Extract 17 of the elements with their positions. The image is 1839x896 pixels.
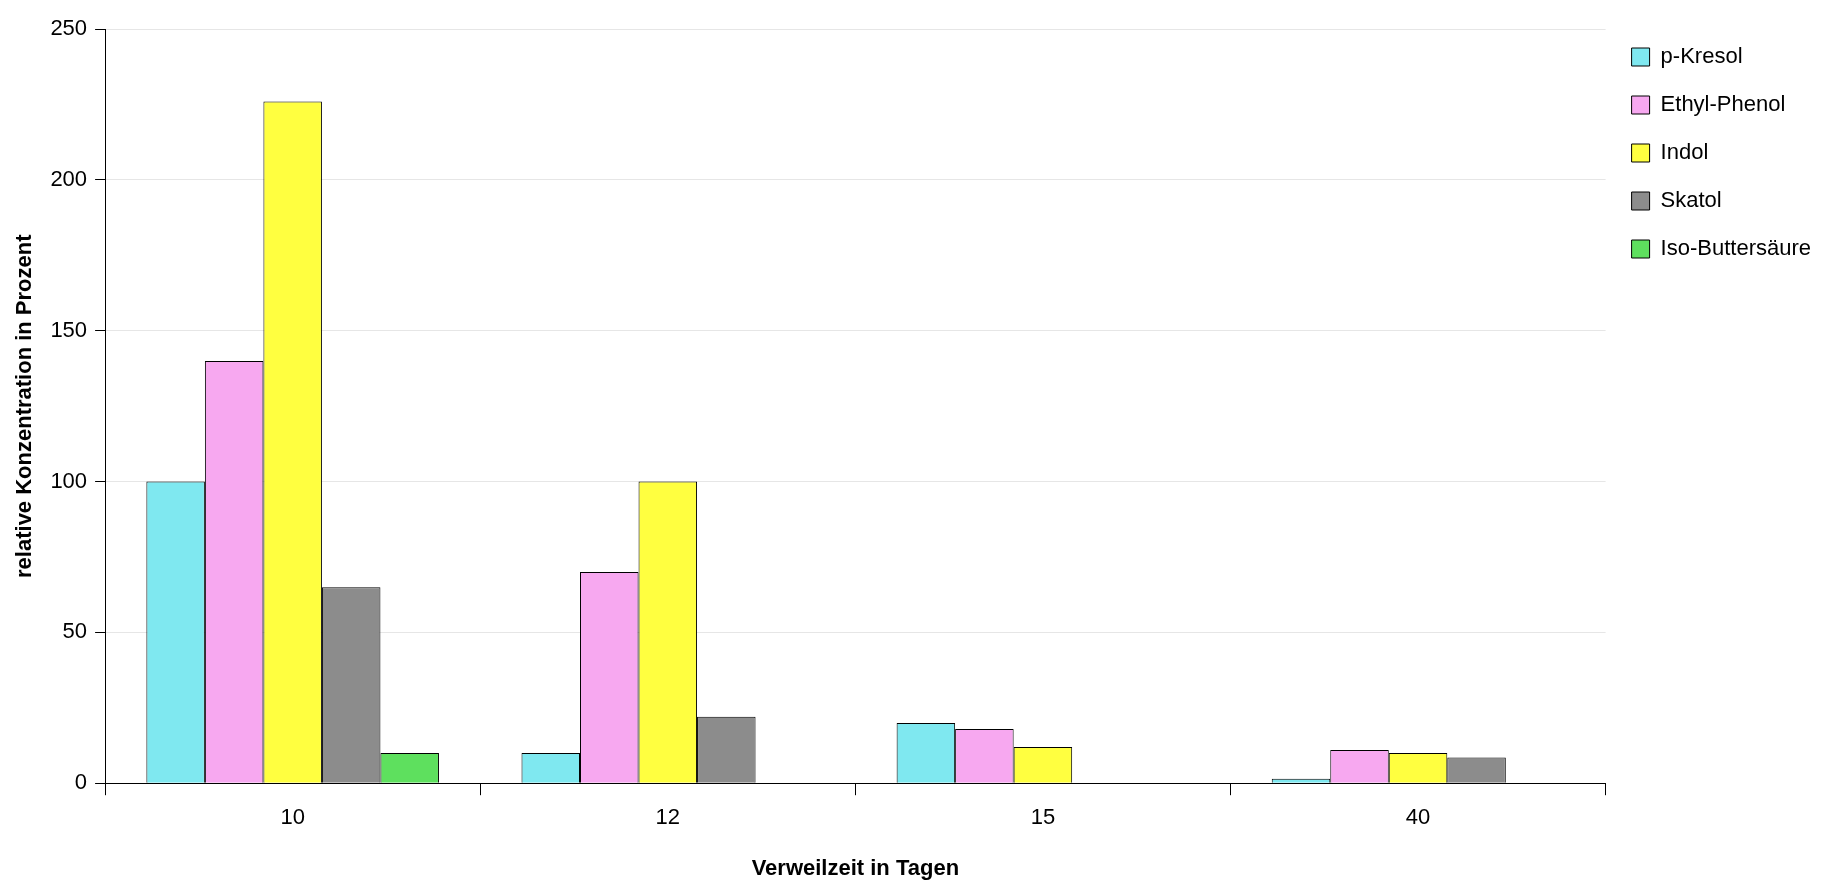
legend-label: Ethyl-Phenol (1660, 91, 1786, 117)
y-tick-label: 250 (50, 15, 88, 41)
y-tick-label: 150 (50, 316, 88, 342)
y-tick-label: 50 (62, 618, 88, 644)
y-axis-title: relative Konzentration in Prozent (11, 233, 37, 578)
y-tick-label: 100 (50, 467, 88, 493)
x-tick-label: 12 (655, 804, 681, 830)
x-tick-label: 40 (1405, 804, 1431, 830)
legend-label: Skatol (1660, 187, 1722, 213)
legend-label: Iso-Buttersäure (1660, 235, 1811, 261)
x-tick-label: 10 (280, 804, 305, 830)
y-tick-label: 0 (74, 769, 88, 795)
legend-label: Indol (1660, 139, 1709, 165)
x-axis-title: Verweilzeit in Tagen (751, 854, 960, 880)
y-tick-label: 200 (50, 166, 88, 192)
legend-label: p-Kresol (1660, 43, 1743, 69)
x-tick-label: 15 (1030, 804, 1056, 830)
